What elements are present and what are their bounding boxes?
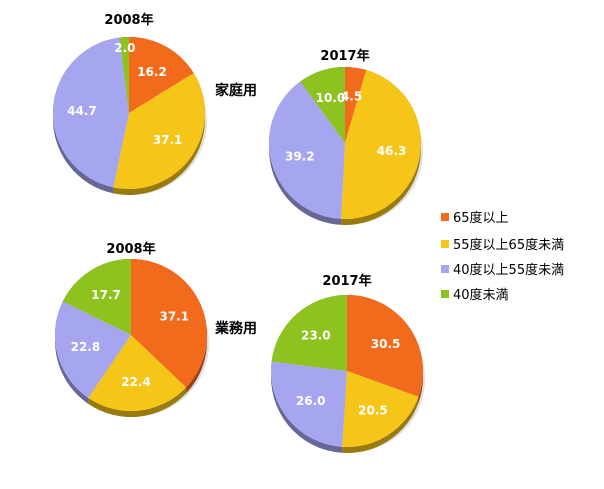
legend-label-55-65: 55度以上65度未満 — [453, 237, 564, 253]
pie-slice-55-65 — [341, 70, 422, 220]
pie-value-label-under-40: 10.0 — [316, 91, 346, 105]
pie-slice-65-plus — [129, 37, 194, 113]
pie-slice-65-plus — [131, 259, 207, 388]
pie-value-label-40-55: 39.2 — [285, 149, 315, 163]
pie-value-label-55-65: 37.1 — [153, 133, 183, 147]
legend-swatch-under-40 — [441, 290, 449, 298]
pie-slice-65-plus — [347, 295, 423, 397]
pie-household-2008: 2008年 16.2 37.1 44.7 2.0 — [52, 12, 207, 196]
pie-value-label-65-plus: 30.5 — [371, 337, 401, 351]
pie-side-40-55 — [54, 301, 89, 404]
pie-value-label-40-55: 22.8 — [71, 340, 101, 354]
pie-value-label-55-65: 20.5 — [358, 403, 388, 417]
legend-label-65-plus: 65度以上 — [453, 210, 509, 226]
legend-swatch-65-plus — [441, 213, 449, 221]
pie-slice-under-40 — [119, 37, 129, 113]
pie-value-label-40-55: 44.7 — [67, 104, 97, 118]
pie-value-label-under-40: 2.0 — [114, 41, 135, 55]
pie-value-label-65-plus: 37.1 — [159, 309, 189, 323]
pie-business-2008: 2008年 37.1 22.4 22.8 17.7 — [54, 241, 209, 418]
pie-value-label-65-plus: 4.5 — [341, 89, 362, 103]
pie-title-business-2008: 2008年 — [106, 241, 155, 257]
legend-swatch-40-55 — [441, 265, 449, 273]
pie-slice-40-55 — [269, 81, 345, 219]
pie-slice-55-65 — [342, 371, 419, 447]
group-label-household: 家庭用 — [215, 82, 257, 99]
pie-value-label-55-65: 46.3 — [377, 144, 407, 158]
legend-item-55-65: 55度以上65度未満 — [441, 237, 564, 253]
pie-household-2017: 2017年 4.5 46.3 39.2 10.0 — [269, 48, 423, 226]
pie-title-household-2017: 2017年 — [320, 48, 369, 64]
pie-value-label-65-plus: 16.2 — [137, 65, 167, 79]
pie-title-household-2008: 2008年 — [104, 12, 153, 28]
pie-value-label-under-40: 17.7 — [91, 288, 121, 302]
pie-slice-55-65 — [88, 335, 187, 411]
pie-slice-65-plus — [345, 67, 367, 143]
pie-side-55-65 — [342, 396, 419, 454]
legend: 65度以上 55度以上65度未満 40度以上55度未満 40度未満 — [441, 210, 564, 303]
group-label-business: 業務用 — [214, 320, 257, 337]
legend-label-under-40: 40度未満 — [453, 287, 509, 303]
legend-swatch-55-65 — [441, 240, 449, 248]
pie-slice-40-55 — [52, 37, 130, 188]
pie-slice-40-55 — [270, 361, 347, 447]
pie-slice-under-40 — [300, 67, 345, 143]
legend-label-40-55: 40度以上55度未満 — [453, 262, 564, 278]
pie-value-label-under-40: 23.0 — [301, 329, 331, 343]
pie-slice-40-55 — [55, 301, 131, 398]
pie-slice-55-65 — [113, 73, 205, 189]
legend-item-40-55: 40度以上55度未満 — [441, 262, 564, 278]
legend-item-under-40: 40度未満 — [441, 287, 509, 303]
pie-value-label-55-65: 22.4 — [121, 375, 151, 389]
pie-charts: 2008年 16.2 37.1 44.7 2.0 2017年 4.5 46.3 39.2 10.0… — [52, 12, 425, 454]
legend-item-65-plus: 65度以上 — [441, 210, 509, 226]
pie-slice-under-40 — [271, 295, 347, 371]
pie-business-2017: 2017年 30.5 20.5 26.0 23.0 — [270, 273, 425, 454]
pie-side-55-65 — [88, 387, 187, 418]
pie-value-label-40-55: 26.0 — [296, 394, 326, 408]
pie-slice-under-40 — [62, 259, 131, 335]
pie-title-business-2017: 2017年 — [322, 273, 371, 289]
